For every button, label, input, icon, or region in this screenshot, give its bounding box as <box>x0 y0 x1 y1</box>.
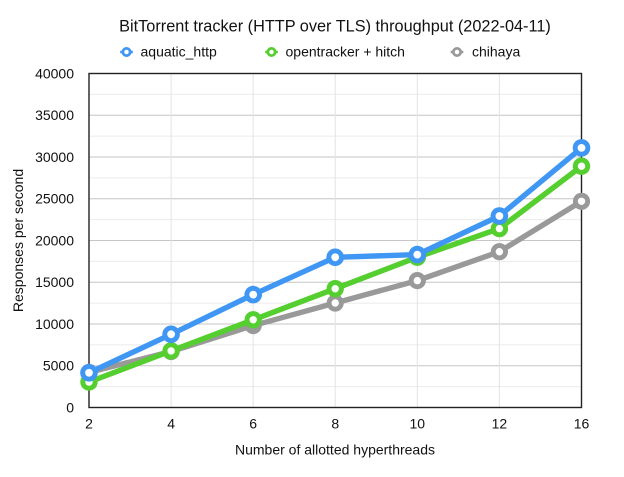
svg-text:opentracker + hitch: opentracker + hitch <box>286 44 405 60</box>
svg-text:Responses per second: Responses per second <box>10 169 26 312</box>
svg-text:15000: 15000 <box>35 274 74 290</box>
svg-text:10: 10 <box>410 415 426 431</box>
svg-text:20000: 20000 <box>35 232 74 248</box>
svg-text:30000: 30000 <box>35 149 74 165</box>
svg-text:2: 2 <box>85 415 93 431</box>
svg-text:BitTorrent tracker (HTTP over: BitTorrent tracker (HTTP over TLS) throu… <box>119 18 551 36</box>
svg-text:Number of allotted hyperthread: Number of allotted hyperthreads <box>235 442 435 458</box>
svg-text:aquatic_http: aquatic_http <box>141 44 217 60</box>
svg-text:8: 8 <box>331 415 339 431</box>
svg-text:10000: 10000 <box>35 316 74 332</box>
svg-text:35000: 35000 <box>35 107 74 123</box>
svg-text:16: 16 <box>574 415 590 431</box>
svg-text:40000: 40000 <box>35 65 74 81</box>
svg-text:chihaya: chihaya <box>472 44 520 60</box>
svg-text:25000: 25000 <box>35 191 74 207</box>
svg-text:0: 0 <box>66 399 74 415</box>
svg-text:6: 6 <box>249 415 257 431</box>
svg-text:12: 12 <box>492 415 508 431</box>
svg-text:5000: 5000 <box>43 358 74 374</box>
svg-text:4: 4 <box>167 415 175 431</box>
